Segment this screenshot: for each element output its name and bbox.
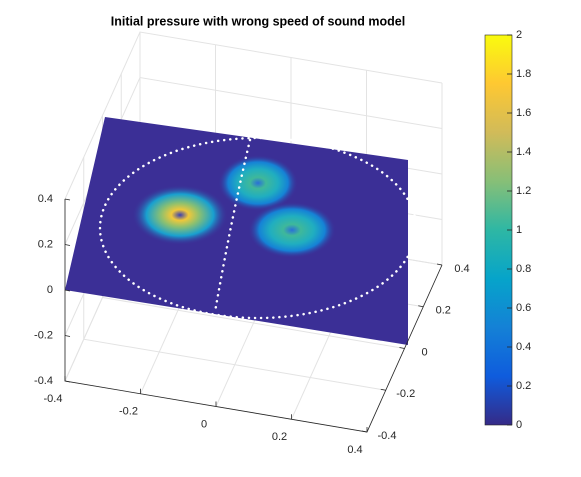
colorbar-tick-label: 0.8 xyxy=(516,263,531,275)
z-tick-label: -0.2 xyxy=(34,329,53,341)
colorbar-tick-label: 0.4 xyxy=(516,341,531,353)
surface xyxy=(65,117,418,345)
colorbar-tick-label: 1.2 xyxy=(516,185,531,197)
axes: -0.4 -0.2 0 0.2 0.4 -0.4 -0.2 0 0.2 0.4 -0.4 -0.2 0 0… xyxy=(34,193,470,456)
x-tick-label: 0 xyxy=(201,418,207,430)
colorbar-tick-label: 0.2 xyxy=(516,380,531,392)
colorbar-tick-label: 1.4 xyxy=(516,146,531,158)
x-tick-label: 0.4 xyxy=(347,444,362,456)
colorbar-tick-label: 2 xyxy=(516,29,522,41)
colorbar-tick-label: 1.8 xyxy=(516,68,531,80)
z-tick-label: 0.4 xyxy=(38,193,53,205)
sensor-line xyxy=(213,138,252,314)
grid-line xyxy=(64,31,443,200)
x-tick-label: -0.2 xyxy=(119,406,138,418)
x-tick-label: -0.4 xyxy=(44,393,63,405)
pressure-plane xyxy=(65,117,408,345)
z-tick-label: -0.4 xyxy=(34,375,53,387)
axis-line xyxy=(64,199,443,433)
y-tick-label: -0.2 xyxy=(396,388,415,400)
colorbar-tick-label: 1.6 xyxy=(516,107,531,119)
tick-mark xyxy=(64,244,71,246)
x-tick-label: 0.2 xyxy=(272,431,287,443)
y-tick-label: 0.4 xyxy=(454,263,469,275)
colorbar-tick-label: 0.6 xyxy=(516,302,531,314)
tick-mark xyxy=(436,263,443,266)
y-tick-label: -0.4 xyxy=(378,430,397,442)
colorbar-tick-label: 1 xyxy=(516,224,522,236)
tick-mark xyxy=(64,198,71,201)
sensor-ring xyxy=(98,136,418,320)
chart-title: Initial pressure with wrong speed of sou… xyxy=(111,14,405,28)
pressure-blob xyxy=(132,185,228,245)
tick-mark xyxy=(64,335,71,337)
tick-mark xyxy=(64,289,71,292)
tick-mark xyxy=(399,347,405,349)
z-tick-label: 0.2 xyxy=(38,238,53,250)
pressure-blob xyxy=(218,155,298,211)
colorbar-tick-label: 0 xyxy=(516,419,522,431)
y-tick-label: 0 xyxy=(421,346,427,358)
tick-mark xyxy=(418,305,424,308)
y-tick-label: 0.2 xyxy=(436,305,451,317)
pressure-blob xyxy=(248,202,336,258)
z-tick-label: 0 xyxy=(47,284,53,296)
tick-mark xyxy=(380,388,386,391)
